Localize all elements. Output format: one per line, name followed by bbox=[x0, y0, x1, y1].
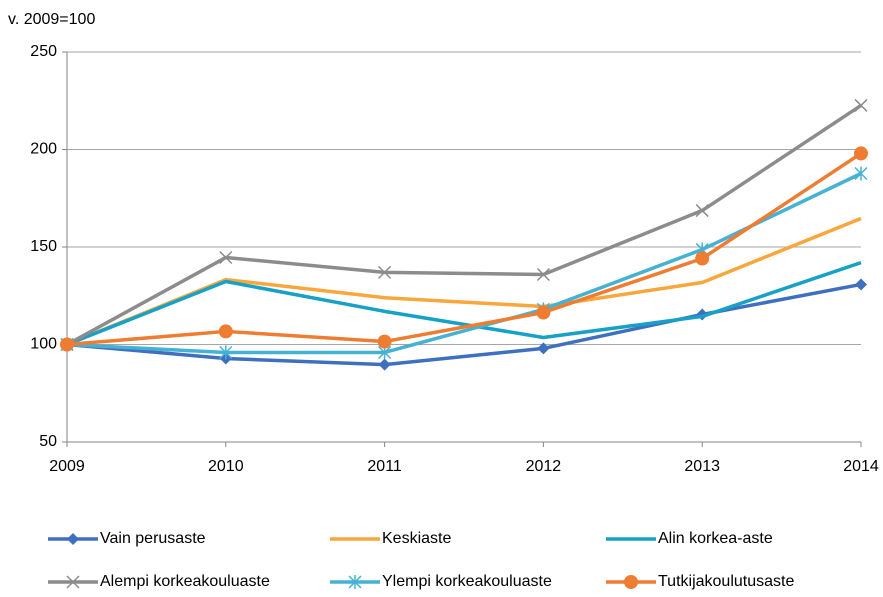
marker bbox=[67, 533, 79, 545]
marker bbox=[536, 267, 550, 282]
marker bbox=[695, 204, 709, 218]
y-axis-label: v. 2009=100 bbox=[8, 11, 95, 28]
x-tick-label: 2009 bbox=[49, 458, 85, 475]
legend-label: Alin korkea-aste bbox=[658, 530, 773, 547]
marker bbox=[219, 250, 233, 265]
marker bbox=[537, 342, 550, 355]
y-tick-label: 50 bbox=[39, 433, 57, 450]
legend-label: Tutkijakoulutusaste bbox=[658, 573, 794, 590]
legend-label: Vain perusaste bbox=[100, 530, 206, 547]
marker bbox=[218, 324, 233, 339]
legend-label: Alempi korkeakouluaste bbox=[100, 573, 270, 590]
marker bbox=[854, 98, 868, 112]
legend-label: Keskiaste bbox=[382, 530, 451, 547]
series-line bbox=[66, 103, 862, 347]
marker bbox=[695, 251, 710, 266]
x-tick-label: 2010 bbox=[208, 458, 244, 475]
x-tick-label: 2014 bbox=[843, 458, 879, 475]
marker bbox=[536, 305, 551, 320]
x-tick-label: 2012 bbox=[526, 458, 562, 475]
series-line bbox=[66, 171, 862, 355]
marker bbox=[855, 278, 867, 291]
series-line bbox=[66, 282, 862, 367]
marker bbox=[348, 575, 362, 589]
y-tick-label: 100 bbox=[30, 336, 57, 353]
marker bbox=[219, 345, 233, 360]
legend-label: Ylempi korkeakouluaste bbox=[382, 573, 552, 590]
marker bbox=[60, 337, 74, 352]
marker bbox=[377, 334, 392, 349]
marker bbox=[624, 575, 638, 589]
series-line bbox=[66, 260, 862, 347]
marker bbox=[378, 265, 392, 279]
y-tick-label: 200 bbox=[30, 141, 57, 158]
y-tick-label: 150 bbox=[30, 238, 57, 255]
x-tick-label: 2013 bbox=[684, 458, 720, 475]
marker bbox=[854, 146, 868, 161]
x-tick-label: 2011 bbox=[367, 458, 402, 475]
marker bbox=[66, 575, 80, 589]
y-tick-label: 250 bbox=[30, 43, 57, 60]
series-line bbox=[66, 151, 862, 347]
marker bbox=[378, 358, 391, 371]
marker bbox=[854, 166, 868, 181]
